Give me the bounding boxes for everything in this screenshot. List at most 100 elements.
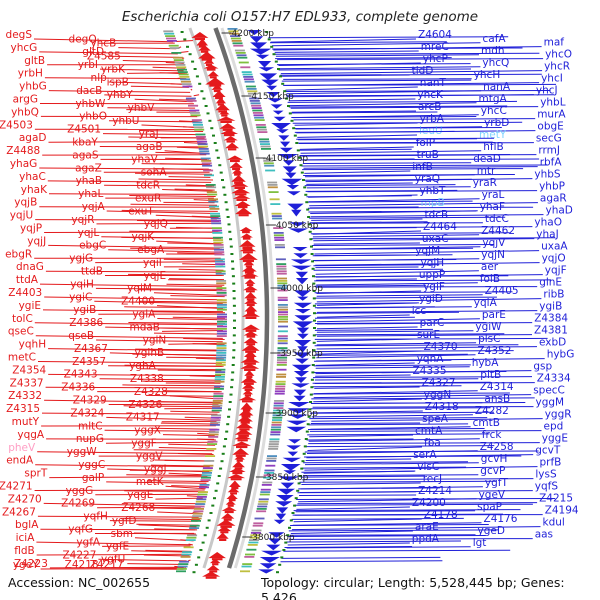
green-tick xyxy=(205,526,209,529)
right-gene-leader xyxy=(310,407,491,410)
feature-block xyxy=(216,308,227,311)
feature-block xyxy=(276,373,287,376)
right-gene-leader xyxy=(285,540,462,543)
feature-block xyxy=(267,186,278,189)
right-gene-leader xyxy=(291,110,417,113)
feature-block xyxy=(208,433,219,436)
right-gene-leader xyxy=(289,534,476,536)
feature-block xyxy=(276,368,287,371)
right-gene-arrow xyxy=(275,513,287,520)
right-gene-label-ribB: ribB xyxy=(543,289,564,301)
left-gene-label-Z4354: Z4354 xyxy=(12,364,46,376)
left-gene-leader xyxy=(121,209,218,212)
left-gene-label-yhbO: yhbO xyxy=(79,111,107,123)
right-gene-arrow xyxy=(291,265,312,271)
green-tick xyxy=(222,445,226,448)
left-gene-label-yggW: yggW xyxy=(67,446,98,458)
right-gene-leader xyxy=(311,218,423,221)
left-gene-label-yhaL: yhaL xyxy=(78,188,103,200)
left-gene-leader xyxy=(162,434,215,437)
feature-block xyxy=(260,145,271,148)
right-gene-leader xyxy=(275,54,480,57)
right-gene-leader xyxy=(313,359,452,362)
feature-block xyxy=(189,112,200,114)
feature-block xyxy=(209,428,220,431)
right-gene-leader xyxy=(295,510,476,513)
feature-block xyxy=(200,157,211,160)
right-gene-arrow xyxy=(250,42,268,50)
right-gene-arrow xyxy=(280,482,295,489)
feature-block xyxy=(257,505,268,508)
feature-block xyxy=(256,510,267,513)
right-gene-label-rrmJ: rrmJ xyxy=(538,145,560,157)
green-tick xyxy=(193,68,197,70)
left-gene-label-exuT: exuT xyxy=(128,205,154,217)
right-gene-label-kdul: kdul xyxy=(543,517,565,529)
feature-block xyxy=(216,356,227,359)
left-gene-leader xyxy=(193,94,200,97)
left-gene-leader xyxy=(95,493,204,496)
feature-block xyxy=(261,148,271,150)
right-gene-label-murA: murA xyxy=(537,109,566,121)
right-gene-leader xyxy=(310,214,544,218)
feature-block xyxy=(177,71,188,73)
kbp-ruler: 4200 kbp 4150 kbp 4100 kbp 4050 kbp 4000 kbp… xyxy=(221,29,323,543)
feature-block xyxy=(247,544,258,546)
feature-block xyxy=(189,524,200,527)
feature-block xyxy=(270,431,281,433)
left-gene-arrow xyxy=(229,162,243,168)
right-gene-label-yqjH: yqjH xyxy=(421,257,445,269)
feature-block xyxy=(216,287,227,289)
feature-block xyxy=(240,66,251,69)
left-gene-label-agaS: agaS xyxy=(72,149,99,161)
right-gene-label-yhbL: yhbL xyxy=(540,97,566,109)
left-gene-leader xyxy=(122,60,181,63)
feature-block xyxy=(277,347,288,349)
feature-block xyxy=(243,78,254,81)
left-gene-arrow-body xyxy=(230,492,237,495)
right-strand-gene-arrows xyxy=(247,30,314,574)
green-tick xyxy=(310,378,314,381)
left-gene-arrow-body xyxy=(232,472,243,475)
right-gene-label-speA: speA xyxy=(422,413,449,425)
feature-block xyxy=(278,308,288,311)
feature-block xyxy=(205,184,216,186)
right-gene-leader xyxy=(316,294,483,297)
feature-block xyxy=(276,364,287,366)
left-gene-arrow-body xyxy=(242,400,253,403)
feature-block xyxy=(180,78,191,81)
right-gene-leader xyxy=(302,162,472,164)
feature-block xyxy=(272,416,283,419)
green-tick xyxy=(211,504,215,507)
feature-block xyxy=(251,529,262,532)
left-gene-arrow xyxy=(225,142,240,149)
feature-block xyxy=(198,145,209,148)
feature-block xyxy=(272,419,282,421)
feature-block xyxy=(214,248,224,251)
left-gene-arrow xyxy=(240,376,258,383)
feature-block xyxy=(204,460,215,462)
feature-block xyxy=(216,299,227,301)
right-gene-label-gcvP: gcvP xyxy=(480,465,505,477)
right-gene-leader xyxy=(286,546,471,549)
right-gene-label-exbD: exbD xyxy=(539,337,566,349)
left-gene-label-yraJ: yraJ xyxy=(139,128,159,140)
feature-block xyxy=(274,239,285,241)
feature-block xyxy=(177,565,188,568)
green-tick xyxy=(265,31,269,33)
left-gene-arrow xyxy=(239,253,258,260)
feature-block xyxy=(209,205,219,208)
feature-ring-a xyxy=(163,30,227,573)
right-gene-leader xyxy=(289,102,477,107)
right-gene-leader xyxy=(291,116,477,118)
feature-block xyxy=(205,455,216,457)
left-gene-leader xyxy=(42,309,223,313)
right-gene-leader xyxy=(296,506,410,510)
feature-block xyxy=(231,40,242,42)
feature-block xyxy=(273,234,284,237)
feature-block xyxy=(243,76,254,78)
right-gene-leader xyxy=(312,410,423,414)
left-gene-label-degS: degS xyxy=(6,29,33,41)
right-gene-leader xyxy=(307,200,473,203)
feature-block xyxy=(232,42,243,45)
